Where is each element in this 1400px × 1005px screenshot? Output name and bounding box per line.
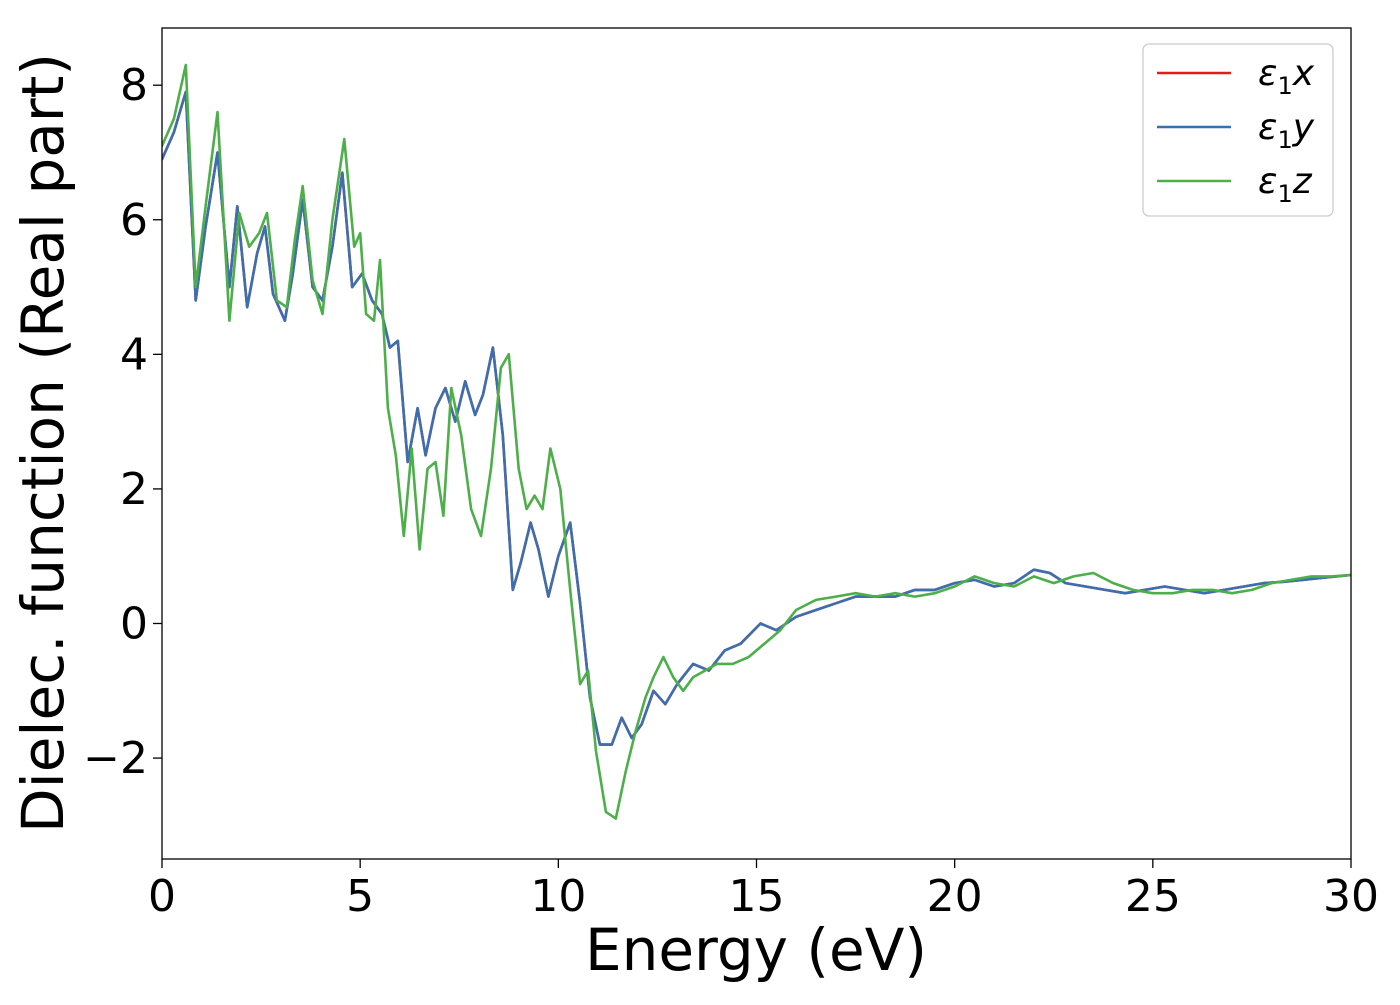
- x-tick-label: 25: [1125, 871, 1181, 922]
- y-axis: −2 0 2 4 6 8: [83, 60, 162, 784]
- legend-label: ε1x: [1258, 53, 1315, 100]
- y-tick-label: 2: [120, 464, 148, 515]
- y-tick-label: −2: [83, 733, 148, 784]
- x-tick-label: 15: [729, 871, 785, 922]
- y-tick-label: 4: [120, 329, 148, 380]
- x-tick-label: 30: [1323, 871, 1379, 922]
- x-tick-label: 10: [530, 871, 586, 922]
- legend-label: ε1y: [1258, 107, 1315, 154]
- x-axis-title: Energy (eV): [585, 916, 927, 984]
- y-tick-label: 6: [120, 195, 148, 246]
- y-tick-label: 0: [120, 598, 148, 649]
- x-tick-label: 0: [148, 871, 176, 922]
- x-tick-label: 20: [927, 871, 983, 922]
- series-line-2: [162, 63, 1351, 820]
- y-tick-label: 8: [120, 60, 148, 111]
- y-axis-title: Dielec. function (Real part): [9, 53, 77, 833]
- series-layer: [162, 63, 1351, 820]
- legend-box: [1142, 43, 1334, 217]
- x-tick-label: 5: [346, 871, 374, 922]
- x-axis: 0 5 10 15 20 25 30: [148, 859, 1379, 922]
- legend: ε1x ε1y ε1z: [1142, 43, 1334, 217]
- legend-label: ε1z: [1258, 161, 1313, 208]
